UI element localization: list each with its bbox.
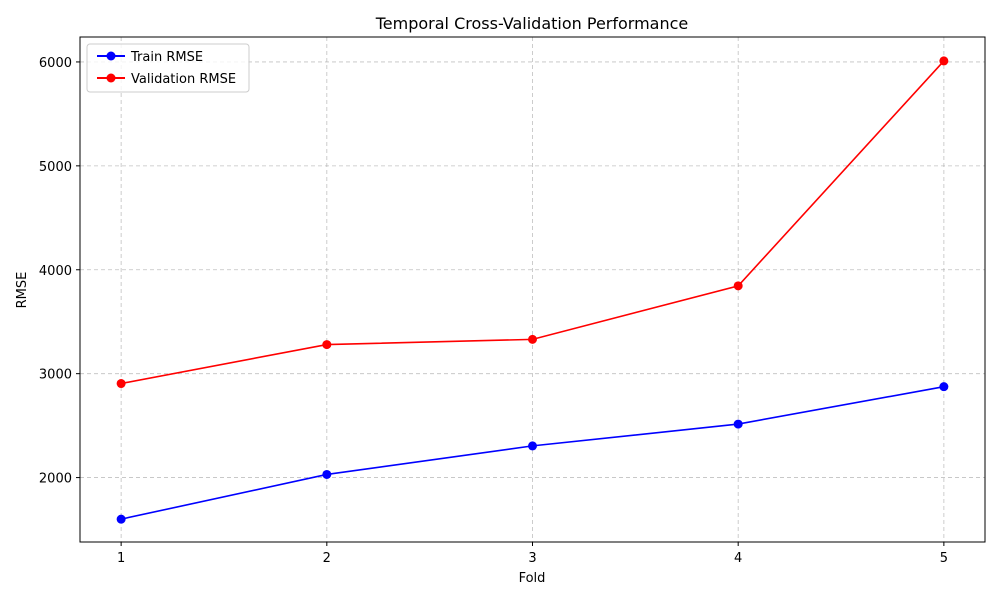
series-layer <box>116 56 949 524</box>
y-axis-label: RMSE <box>15 272 30 309</box>
legend: Train RMSE Validation RMSE <box>86 43 250 93</box>
x-tick-label: 4 <box>734 551 742 566</box>
x-axis-label: Fold <box>519 571 546 586</box>
x-tick-label: 2 <box>323 551 331 566</box>
data-point-train-rmse <box>939 382 949 392</box>
y-tick-label: 2000 <box>39 472 72 487</box>
data-point-validation-rmse <box>939 56 949 66</box>
legend-box <box>86 43 250 93</box>
data-point-validation-rmse <box>733 281 743 291</box>
y-axis: 2000 3000 4000 5000 6000 <box>39 56 80 487</box>
data-point-train-rmse <box>322 469 332 479</box>
legend-marker-train <box>106 51 116 61</box>
x-tick-label: 3 <box>528 551 536 566</box>
legend-label-train: Train RMSE <box>130 50 203 65</box>
data-point-train-rmse <box>528 441 537 451</box>
x-axis: 1 2 3 4 5 <box>117 542 948 566</box>
data-point-train-rmse <box>733 419 743 429</box>
data-point-validation-rmse <box>528 334 537 344</box>
x-tick-label: 1 <box>117 551 125 566</box>
chart-title: Temporal Cross-Validation Performance <box>375 14 689 33</box>
x-tick-label: 5 <box>940 551 948 566</box>
legend-label-validation: Validation RMSE <box>131 72 236 87</box>
y-tick-label: 5000 <box>39 160 72 175</box>
data-point-validation-rmse <box>322 340 332 350</box>
y-tick-label: 3000 <box>39 368 72 383</box>
y-tick-label: 4000 <box>39 264 72 279</box>
data-point-train-rmse <box>116 514 126 524</box>
y-tick-label: 6000 <box>39 56 72 71</box>
legend-marker-validation <box>106 73 116 83</box>
data-point-validation-rmse <box>116 379 126 389</box>
